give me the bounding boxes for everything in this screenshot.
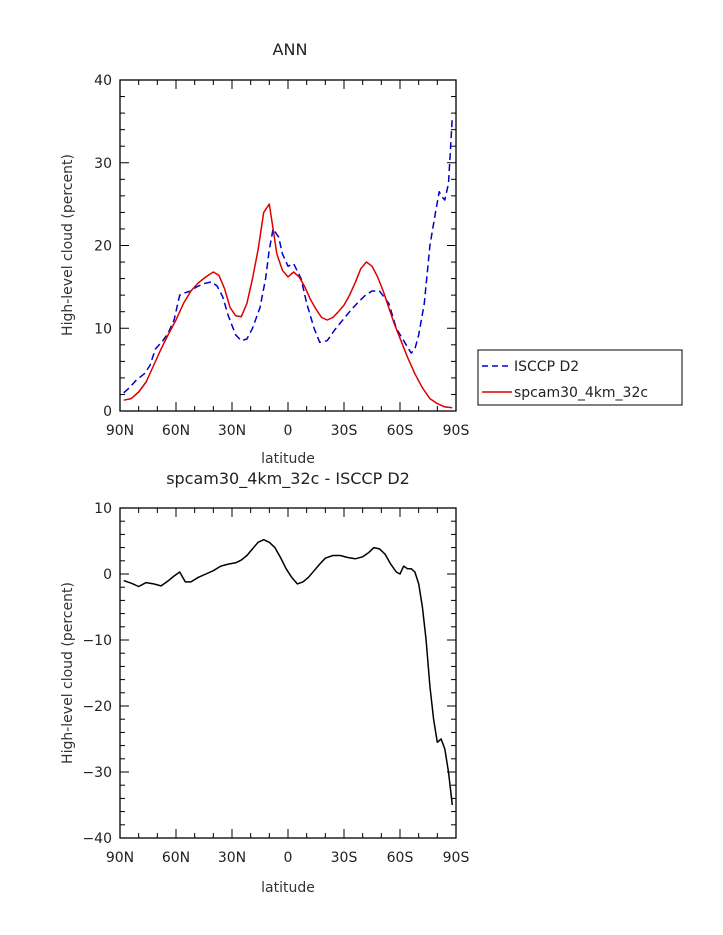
chart-title: spcam30_4km_32c - ISCCP D2 (166, 469, 410, 489)
legend-label-spcam: spcam30_4km_32c (514, 385, 648, 401)
x-tick-label: 60S (387, 850, 414, 866)
chart-title: ANN (273, 40, 308, 59)
y-tick-label: −30 (82, 765, 112, 781)
y-tick-label: −20 (82, 699, 112, 715)
x-tick-label: 30S (331, 423, 358, 439)
legend: ISCCP D2 spcam30_4km_32c (478, 350, 682, 405)
x-tick-label: 60N (162, 850, 190, 866)
x-tick-label: 60N (162, 423, 190, 439)
x-tick-label: 90N (106, 850, 134, 866)
y-tick-label: 10 (94, 321, 112, 337)
x-tick-label: 30S (331, 850, 358, 866)
y-tick-label: −40 (82, 831, 112, 847)
y-axis-label: High-level cloud (percent) (60, 582, 76, 764)
plot-area: 90N 60N 30N 0 30S 60S 90S 0 10 20 30 40 (94, 73, 469, 439)
x-axis-label: latitude (261, 451, 315, 467)
y-tick-label: 0 (103, 567, 112, 583)
x-tick-label: 0 (284, 850, 293, 866)
legend-label-isccp: ISCCP D2 (514, 359, 579, 375)
y-tick-label: 40 (94, 73, 112, 89)
x-tick-label: 30N (218, 423, 246, 439)
y-axis-label: High-level cloud (percent) (60, 154, 76, 336)
plot-frame (120, 508, 456, 838)
series-line-isccp-d2 (124, 117, 453, 393)
plot-frame (120, 80, 456, 411)
x-tick-label: 90S (443, 850, 470, 866)
x-tick-label: 90N (106, 423, 134, 439)
plot-area: 90N 60N 30N 0 30S 60S 90S −40 −30 −20 −10 0 10 (82, 501, 469, 866)
panel-difference: spcam30_4km_32c - ISCCP D2 latitude High… (60, 469, 469, 896)
y-tick-label: 10 (94, 501, 112, 517)
y-tick-label: 30 (94, 156, 112, 172)
panel-annual-mean: ANN latitude High-level cloud (percent) … (60, 40, 682, 467)
y-tick-label: 20 (94, 239, 112, 255)
x-tick-label: 90S (443, 423, 470, 439)
x-tick-label: 60S (387, 423, 414, 439)
y-tick-label: 0 (103, 404, 112, 420)
x-tick-label: 30N (218, 850, 246, 866)
x-tick-label: 0 (284, 423, 293, 439)
x-axis-label: latitude (261, 880, 315, 896)
y-tick-label: −10 (82, 633, 112, 649)
series-line-spcam30-4km-32c (124, 204, 453, 408)
series-line-difference (124, 540, 453, 805)
